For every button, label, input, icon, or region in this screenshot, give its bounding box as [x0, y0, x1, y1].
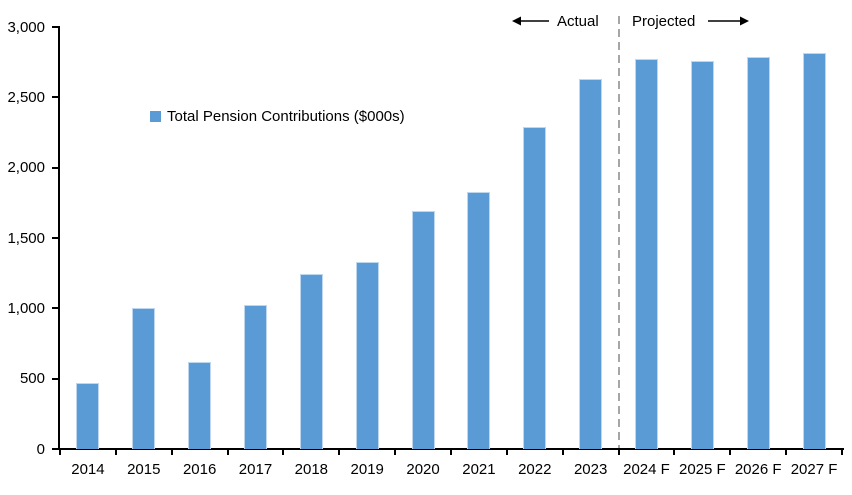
x-tick-mark	[729, 450, 732, 455]
y-tick-mark	[52, 377, 60, 380]
bar-2022	[523, 126, 547, 449]
y-tick-mark	[52, 448, 60, 450]
x-tick-label: 2015	[127, 461, 161, 478]
bar-2026 F	[746, 56, 770, 449]
y-tick-mark	[52, 307, 60, 310]
bar-2014	[76, 382, 100, 449]
y-tick-mark	[52, 96, 60, 99]
x-tick-label: 2019	[350, 461, 384, 478]
x-tick-mark	[59, 450, 61, 455]
x-tick-mark	[450, 450, 452, 455]
x-tick-label: 2027 F	[790, 461, 838, 478]
x-tick-label: 2017	[238, 461, 273, 478]
x-tick-label: 2024 F	[623, 461, 670, 478]
x-tick-label: 2018	[294, 461, 329, 478]
x-tick-label: 2021	[462, 461, 496, 478]
x-tick-label: 2023	[573, 461, 608, 478]
x-tick-mark	[394, 450, 397, 455]
actual-label: Actual	[557, 13, 599, 30]
projected-right-arrow-icon	[708, 16, 749, 26]
bar-2021	[467, 191, 491, 449]
x-tick-label: 2016	[182, 461, 217, 478]
bar-2019	[355, 261, 379, 449]
bar-2018	[299, 273, 323, 449]
x-tick-mark	[785, 450, 788, 455]
y-tick-mark	[52, 26, 60, 28]
bar-2016	[188, 362, 212, 449]
bar-2027 F	[802, 53, 826, 449]
bar-2025 F	[690, 60, 714, 449]
x-tick-mark	[282, 450, 285, 455]
bar-2023	[579, 79, 603, 449]
legend: Total Pension Contributions ($000s)	[150, 109, 405, 124]
x-tick-label: 2022	[518, 461, 552, 478]
y-tick-label: 0	[36, 440, 45, 458]
y-tick-label: 1,500	[7, 229, 45, 247]
bar-2020	[411, 211, 435, 449]
y-tick-label: 2,500	[7, 88, 45, 106]
actual-left-arrow-icon	[512, 16, 549, 26]
x-tick-label: 2020	[406, 461, 440, 478]
x-tick-mark	[617, 450, 620, 455]
y-tick-label: 3,000	[7, 18, 45, 36]
x-tick-mark	[841, 450, 843, 455]
bar-2015	[132, 308, 156, 449]
x-axis-line	[58, 448, 844, 450]
y-tick-label: 1,000	[7, 299, 45, 317]
x-tick-mark	[338, 450, 341, 455]
bar-2017	[244, 304, 267, 449]
y-tick-label: 500	[19, 370, 45, 388]
x-tick-mark	[505, 450, 508, 455]
y-tick-mark	[52, 166, 60, 169]
x-tick-mark	[170, 450, 173, 455]
legend-label: Total Pension Contributions ($000s)	[167, 108, 405, 125]
y-tick-label: 2,000	[7, 159, 45, 177]
x-tick-mark	[114, 450, 117, 455]
x-tick-mark	[673, 450, 676, 455]
projected-label: Projected	[632, 13, 696, 30]
actual-projected-divider	[617, 16, 620, 448]
x-tick-label: 2014	[71, 461, 105, 478]
x-tick-label: 2026 F	[734, 461, 782, 478]
y-tick-mark	[52, 237, 60, 239]
bar-2024 F	[635, 59, 658, 449]
x-tick-mark	[561, 450, 564, 455]
legend-marker-icon	[150, 111, 161, 122]
x-tick-label: 2025 F	[678, 461, 726, 478]
x-tick-mark	[226, 450, 229, 455]
